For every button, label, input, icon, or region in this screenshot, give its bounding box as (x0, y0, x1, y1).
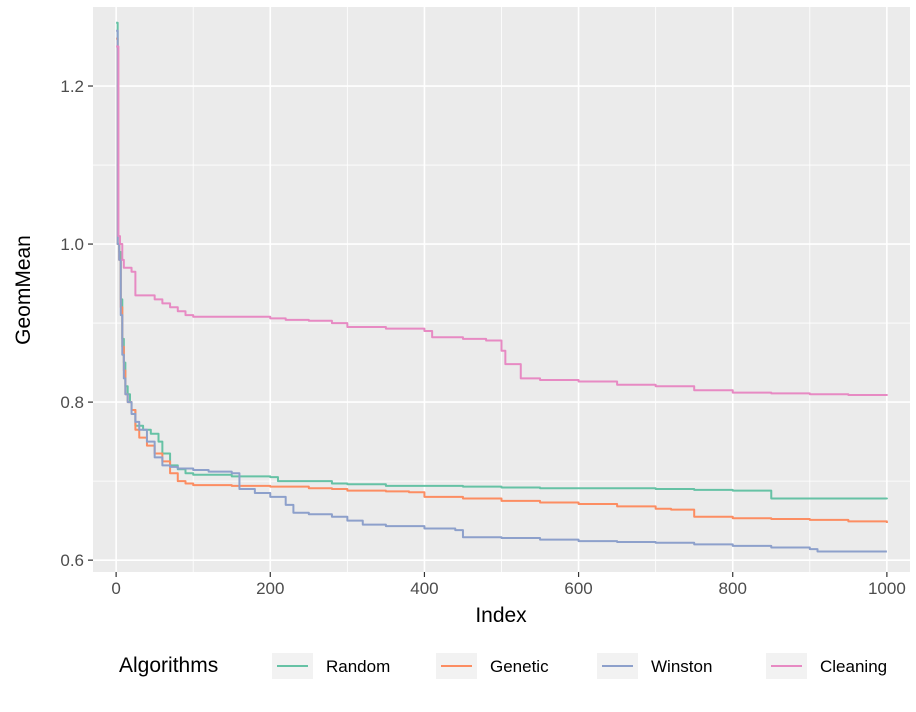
x-tick-label: 400 (410, 579, 438, 598)
y-tick-label: 1.2 (60, 77, 84, 96)
series-line-cleaning (116, 45, 888, 396)
series-line-winston (116, 29, 887, 553)
legend-title: Algorithms (119, 654, 218, 677)
x-tick-label: 200 (256, 579, 284, 598)
y-tick-label: 1.0 (60, 235, 84, 254)
legend-label-genetic: Genetic (490, 657, 549, 676)
x-tick-label: 0 (111, 579, 120, 598)
x-tick-label: 800 (719, 579, 747, 598)
legend-label-random: Random (326, 657, 390, 676)
x-axis-title: Index (475, 604, 527, 627)
x-tick-label: 1000 (868, 579, 906, 598)
minor-gridlines (93, 7, 910, 572)
legend-label-cleaning: Cleaning (820, 657, 887, 676)
x-tick-labels: 0 200 400 600 800 1000 (111, 579, 905, 598)
y-tick-labels: 0.6 0.8 1.0 1.2 (60, 77, 84, 570)
series-layer (116, 21, 888, 553)
y-axis-title: GeomMean (12, 235, 35, 345)
y-tick-label: 0.6 (60, 551, 84, 570)
x-tick-label: 600 (564, 579, 592, 598)
legend: Algorithms Random Genetic Winston Cleaning (119, 653, 887, 679)
axis-ticks (88, 85, 888, 577)
legend-label-winston: Winston (651, 657, 712, 676)
y-tick-label: 0.8 (60, 393, 84, 412)
